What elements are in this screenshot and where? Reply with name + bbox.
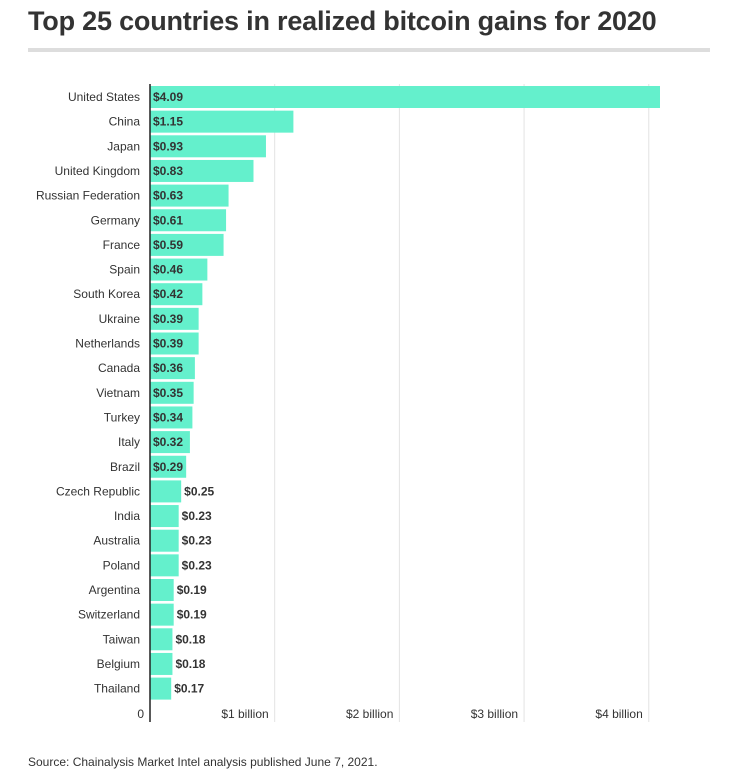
category-label: France bbox=[103, 238, 141, 252]
value-label: $0.83 bbox=[153, 164, 183, 178]
bar bbox=[150, 135, 266, 158]
category-label: Thailand bbox=[94, 682, 140, 696]
source-note: Source: Chainalysis Market Intel analysi… bbox=[28, 755, 378, 769]
category-label: Argentina bbox=[89, 583, 141, 597]
bar bbox=[150, 505, 179, 528]
bar bbox=[150, 554, 179, 577]
value-label: $0.39 bbox=[153, 337, 183, 351]
x-tick-label: $4 billion bbox=[595, 707, 642, 721]
value-label: $0.39 bbox=[153, 312, 183, 326]
x-tick-label: $3 billion bbox=[471, 707, 518, 721]
value-label: $0.23 bbox=[182, 509, 212, 523]
bar bbox=[150, 233, 224, 256]
category-label: Germany bbox=[91, 213, 140, 227]
category-label: Belgium bbox=[97, 657, 140, 671]
value-label: $0.35 bbox=[153, 386, 183, 400]
title-divider bbox=[28, 48, 710, 52]
bars: United States $4.09 China $1.15 Japan $0.93 Un… bbox=[36, 86, 660, 700]
bar bbox=[150, 628, 173, 651]
value-label: $0.59 bbox=[153, 238, 183, 252]
value-label: $0.32 bbox=[153, 435, 183, 449]
category-label: Spain bbox=[109, 263, 140, 277]
bar bbox=[150, 283, 203, 306]
category-label: Switzerland bbox=[78, 608, 140, 622]
value-label: $0.19 bbox=[177, 583, 207, 597]
chart-title: Top 25 countries in realized bitcoin gai… bbox=[28, 6, 657, 36]
category-label: Vietnam bbox=[96, 386, 140, 400]
value-label: $0.34 bbox=[153, 410, 183, 424]
x-tick-label: $1 billion bbox=[221, 707, 268, 721]
category-label: United Kingdom bbox=[55, 164, 140, 178]
value-label: $0.23 bbox=[182, 558, 212, 572]
category-label: Ukraine bbox=[99, 312, 141, 326]
value-label: $4.09 bbox=[153, 90, 183, 104]
bar bbox=[150, 529, 179, 552]
bar bbox=[150, 332, 199, 355]
value-label: $0.61 bbox=[153, 213, 183, 227]
value-label: $0.93 bbox=[153, 139, 183, 153]
bar-chart: United States $4.09 China $1.15 Japan $0.93 Un… bbox=[36, 84, 660, 722]
value-label: $0.29 bbox=[153, 460, 183, 474]
bar bbox=[150, 652, 173, 675]
category-label: Czech Republic bbox=[56, 484, 140, 498]
category-label: Taiwan bbox=[103, 632, 140, 646]
category-label: Netherlands bbox=[75, 337, 140, 351]
bar bbox=[150, 357, 195, 380]
category-label: United States bbox=[68, 90, 140, 104]
value-label: $0.17 bbox=[174, 682, 204, 696]
category-label: Australia bbox=[93, 534, 140, 548]
bar bbox=[150, 110, 294, 133]
value-label: $0.23 bbox=[182, 534, 212, 548]
bar bbox=[150, 603, 174, 626]
bar bbox=[150, 579, 174, 601]
x-tick-label: $2 billion bbox=[346, 707, 393, 721]
bar bbox=[150, 455, 187, 478]
x-axis-ticks: 0 $1 billion $2 billion $3 billion $4 billio… bbox=[137, 707, 642, 721]
x-tick-label: 0 bbox=[137, 707, 144, 721]
bar bbox=[150, 258, 208, 281]
bar bbox=[150, 381, 194, 404]
value-label: $0.25 bbox=[184, 484, 214, 498]
bar bbox=[150, 431, 190, 454]
value-label: $0.18 bbox=[175, 632, 205, 646]
value-label: $0.18 bbox=[175, 657, 205, 671]
gridlines bbox=[274, 84, 650, 722]
category-label: Turkey bbox=[104, 410, 140, 424]
value-label: $0.63 bbox=[153, 189, 183, 203]
bar bbox=[150, 184, 229, 207]
bar bbox=[150, 307, 199, 330]
value-label: $1.15 bbox=[153, 115, 183, 129]
category-label: South Korea bbox=[73, 287, 140, 301]
value-label: $0.42 bbox=[153, 287, 183, 301]
category-label: China bbox=[109, 115, 141, 129]
bar bbox=[150, 209, 227, 232]
value-label: $0.36 bbox=[153, 361, 183, 375]
category-label: India bbox=[114, 509, 140, 523]
bar bbox=[150, 677, 172, 700]
category-label: Poland bbox=[103, 558, 140, 572]
category-label: Italy bbox=[118, 435, 140, 449]
bar bbox=[150, 159, 254, 182]
value-label: $0.46 bbox=[153, 263, 183, 277]
bar bbox=[150, 406, 193, 429]
category-label: Canada bbox=[98, 361, 140, 375]
bar bbox=[150, 86, 660, 108]
bar bbox=[150, 480, 182, 503]
category-label: Brazil bbox=[110, 460, 140, 474]
value-label: $0.19 bbox=[177, 608, 207, 622]
category-label: Japan bbox=[107, 139, 140, 153]
category-label: Russian Federation bbox=[36, 189, 140, 203]
